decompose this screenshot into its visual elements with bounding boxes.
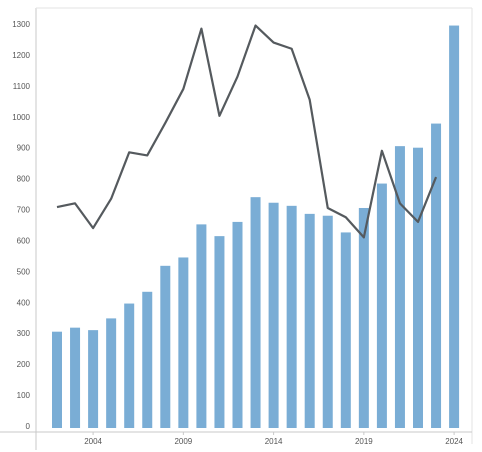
bar [304, 213, 315, 428]
bar [196, 224, 207, 428]
y-tick-label: 700 [17, 206, 31, 215]
y-tick-label: 1100 [13, 82, 31, 91]
bar [232, 221, 243, 428]
bar [376, 183, 387, 428]
bar [142, 291, 153, 428]
x-tick-label: 2019 [355, 437, 373, 446]
x-tick-label: 2014 [265, 437, 283, 446]
y-tick-label: 200 [17, 360, 31, 369]
y-tick-label: 300 [17, 329, 31, 338]
y-tick-label: 100 [17, 391, 31, 400]
y-tick-label: 600 [17, 236, 31, 245]
bar [431, 123, 442, 428]
bar [268, 202, 279, 428]
bar [106, 318, 117, 428]
bar [160, 265, 171, 428]
bar [358, 207, 369, 428]
y-tick-label: 1000 [12, 113, 30, 122]
y-axis: 0 100 200 300 400 500 600 700 800 900 1000 1100 1200… [12, 20, 30, 431]
y-tick-label: 0 [26, 422, 31, 431]
y-tick-label: 900 [17, 144, 31, 153]
bar [124, 303, 135, 428]
y-tick-label: 500 [17, 267, 31, 276]
y-tick-label: 800 [17, 175, 31, 184]
bar [394, 146, 405, 428]
y-tick-label: 1200 [12, 51, 30, 60]
bar [340, 232, 351, 428]
bar [88, 330, 99, 428]
bar [214, 236, 225, 428]
x-tick-label: 2024 [445, 437, 463, 446]
y-tick-label: 400 [17, 298, 31, 307]
chart-frame [0, 7, 473, 450]
bar [449, 25, 460, 429]
bar [322, 215, 333, 428]
bar-series [52, 25, 460, 429]
x-tick-label: 2004 [84, 437, 102, 446]
bar [286, 205, 297, 428]
x-axis: 2004 2009 2014 2019 2024 [84, 432, 464, 446]
bar [250, 197, 261, 428]
bar [178, 257, 189, 428]
x-tick-label: 2009 [174, 437, 192, 446]
bar [52, 331, 62, 428]
bar [413, 147, 423, 428]
series-line [56, 24, 438, 239]
y-tick-label: 1300 [12, 20, 30, 29]
bar [70, 327, 81, 428]
line-series [56, 24, 438, 239]
